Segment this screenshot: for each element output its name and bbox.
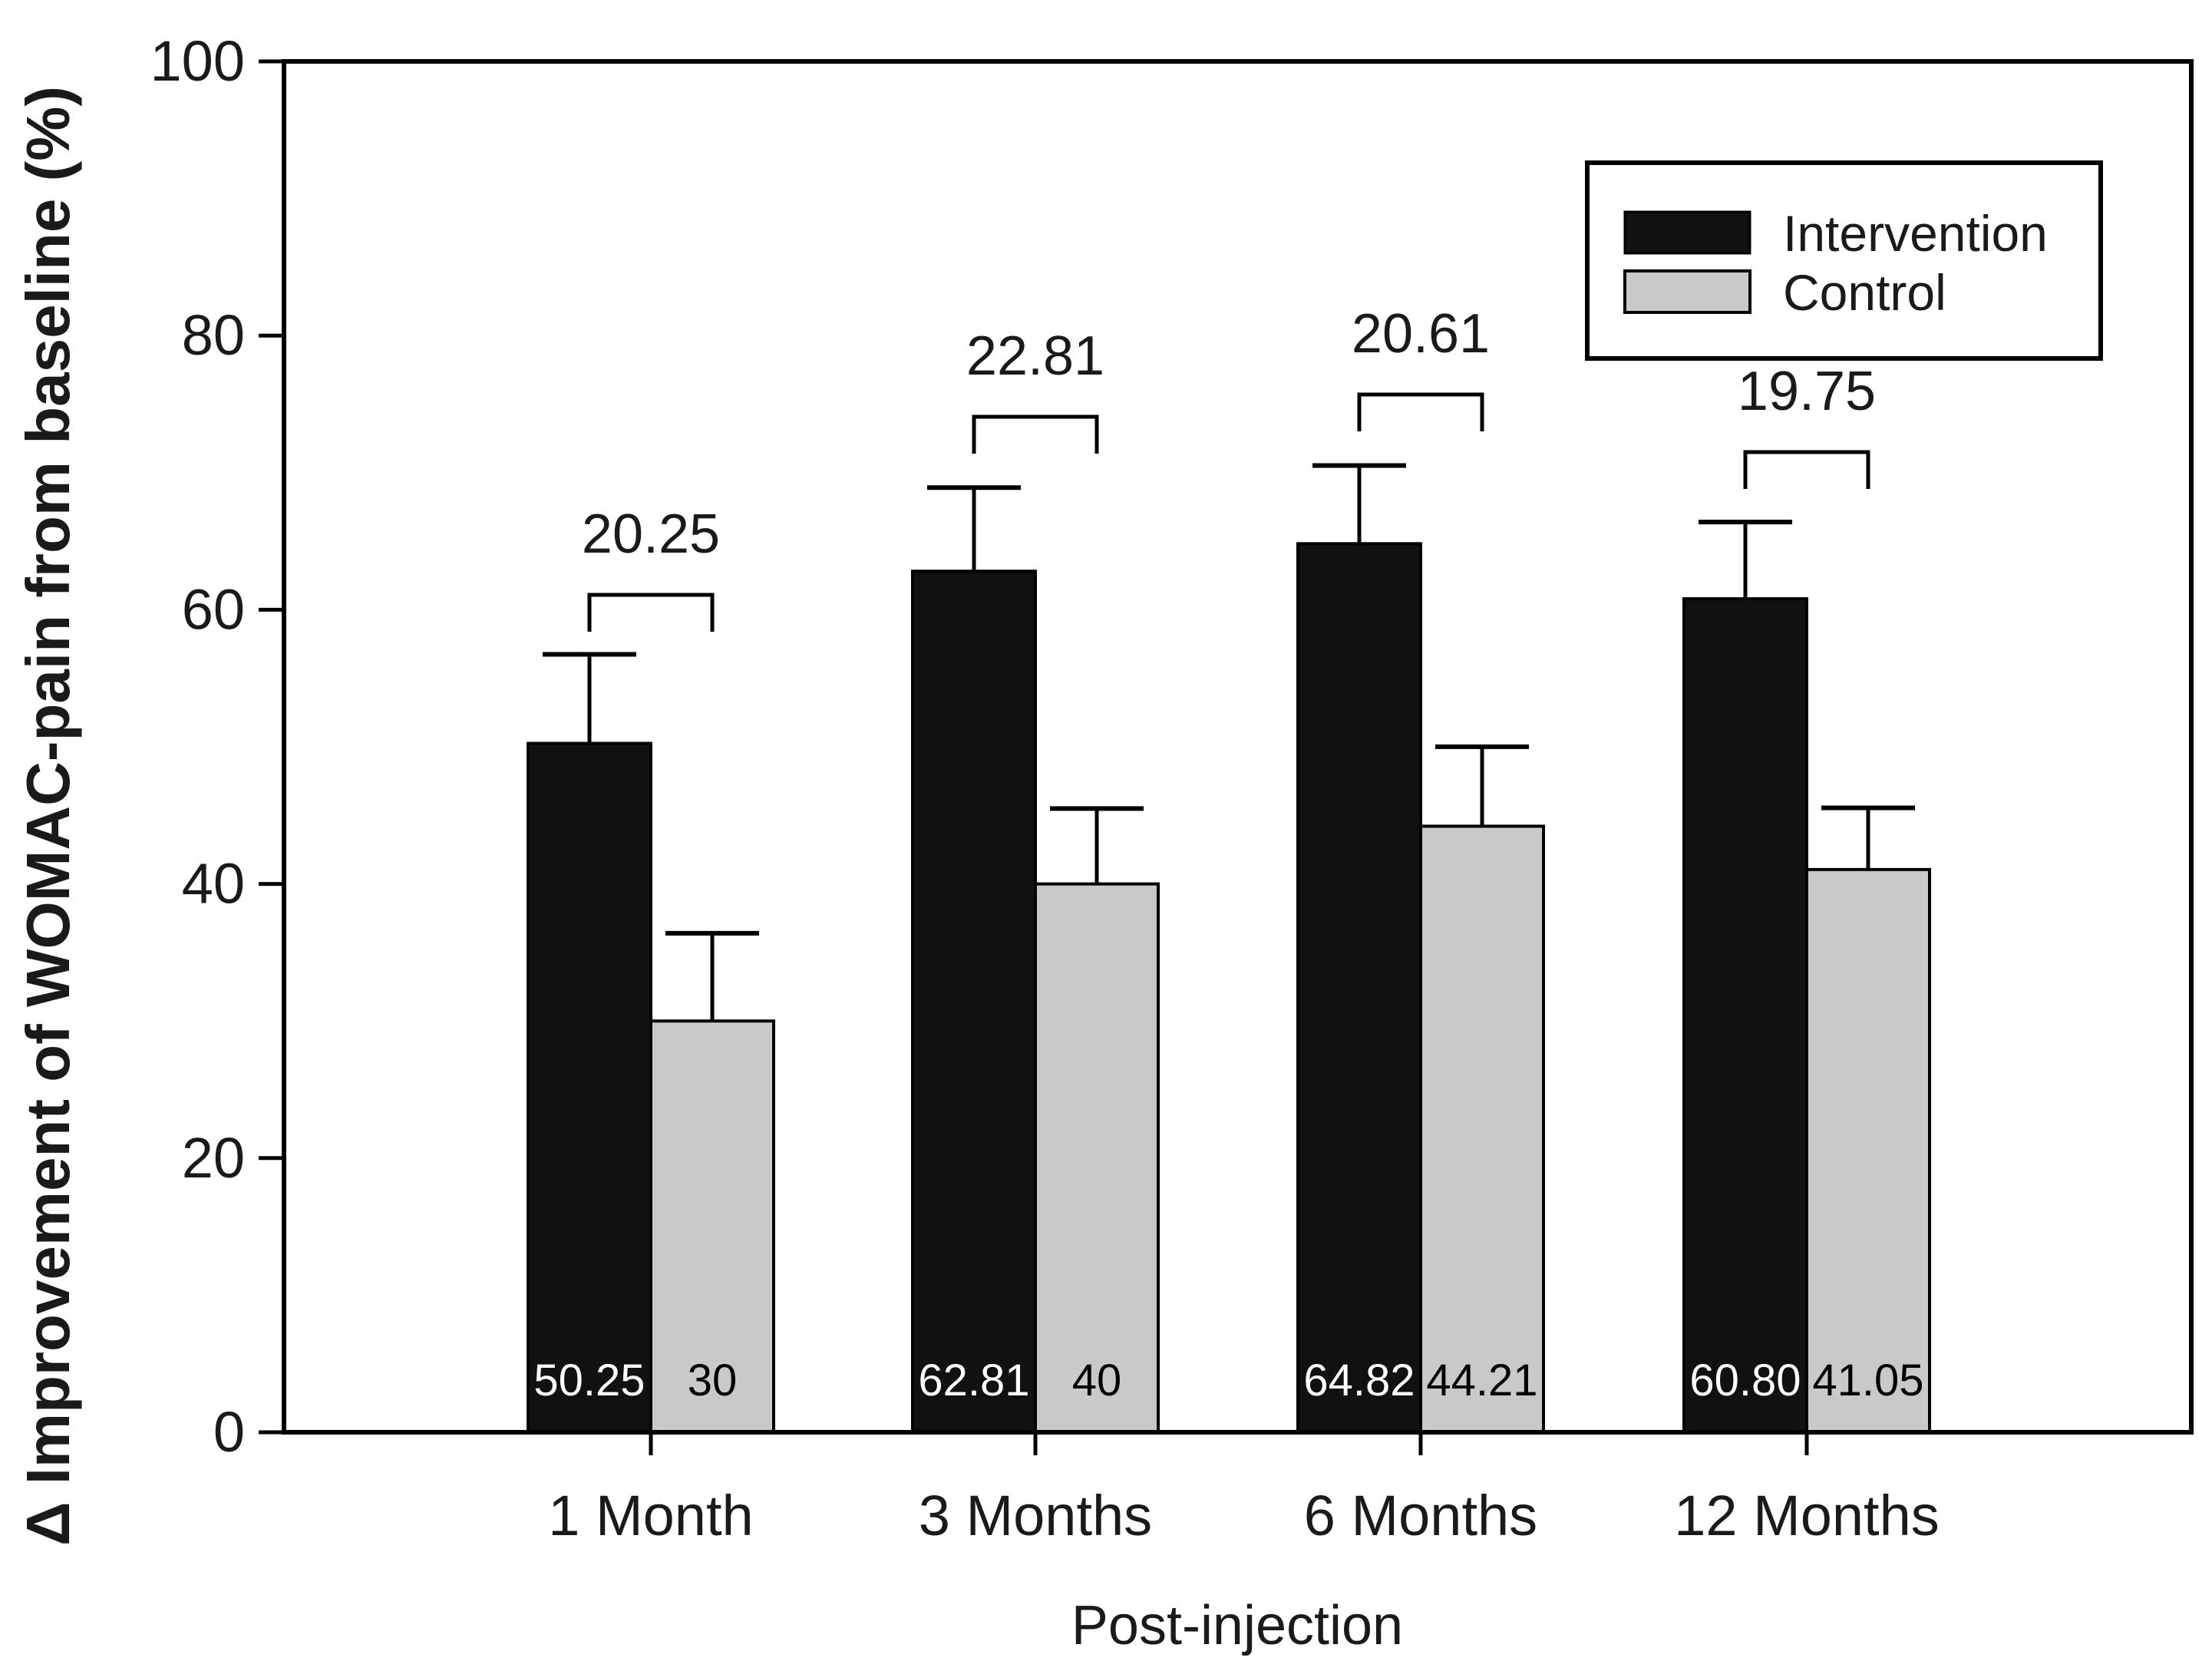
bar-value-label: 30 xyxy=(688,1356,738,1405)
bar-value-label: 50.25 xyxy=(533,1356,645,1405)
x-axis-title: Post-injection xyxy=(1071,1595,1403,1656)
legend-label-control: Control xyxy=(1783,264,1946,321)
plot-area: 0 20 40 60 80 100 1 Month 3 Months 6 Months 12 Mo… xyxy=(150,29,1940,1547)
y-tick-label: 20 xyxy=(182,1126,245,1190)
bar-value-label: 64.82 xyxy=(1303,1356,1415,1405)
bar-control-1month xyxy=(649,1019,775,1434)
y-tick-label: 0 xyxy=(213,1400,245,1464)
bar-value-label: 41.05 xyxy=(1812,1356,1923,1405)
difference-label: 20.25 xyxy=(582,504,720,565)
x-category-label: 3 Months xyxy=(919,1484,1152,1547)
bar-control-6months xyxy=(1419,824,1545,1434)
bar-intervention-12months xyxy=(1682,597,1808,1434)
significance-bracket xyxy=(972,414,1099,454)
bar-value-label: 60.80 xyxy=(1689,1356,1801,1405)
x-category-label: 1 Month xyxy=(548,1484,753,1547)
y-axis-title: Δ Improvement of WOMAC-pain from baselin… xyxy=(14,86,82,1546)
y-tick-label: 60 xyxy=(182,577,245,641)
plot-box xyxy=(282,59,2194,1435)
bar-value-label: 44.21 xyxy=(1426,1356,1537,1405)
legend-swatch-control xyxy=(1623,269,1751,314)
x-category-label: 6 Months xyxy=(1304,1484,1537,1547)
bar-value-label: 62.81 xyxy=(918,1356,1029,1405)
difference-label: 19.75 xyxy=(1738,361,1876,422)
legend-swatch-intervention xyxy=(1623,210,1751,255)
difference-label: 22.81 xyxy=(966,325,1104,387)
y-tick-label: 40 xyxy=(182,852,245,916)
y-tick-label: 100 xyxy=(150,29,245,93)
legend-box xyxy=(1585,160,2103,361)
bar-control-12months xyxy=(1805,867,1931,1435)
significance-bracket xyxy=(1743,450,1870,489)
significance-bracket xyxy=(1357,392,1484,431)
legend: Intervention Control xyxy=(1585,160,2103,361)
legend-label-intervention: Intervention xyxy=(1783,205,2048,262)
bar-value-label: 40 xyxy=(1072,1356,1122,1405)
x-category-label: 12 Months xyxy=(1674,1484,1940,1547)
difference-label: 20.61 xyxy=(1352,303,1490,365)
y-tick-label: 80 xyxy=(182,303,245,367)
bar-intervention-6months xyxy=(1296,542,1422,1434)
bar-intervention-1month xyxy=(527,741,652,1434)
bar-intervention-3months xyxy=(911,570,1037,1434)
significance-bracket xyxy=(587,593,715,632)
bar-control-3months xyxy=(1034,882,1160,1434)
